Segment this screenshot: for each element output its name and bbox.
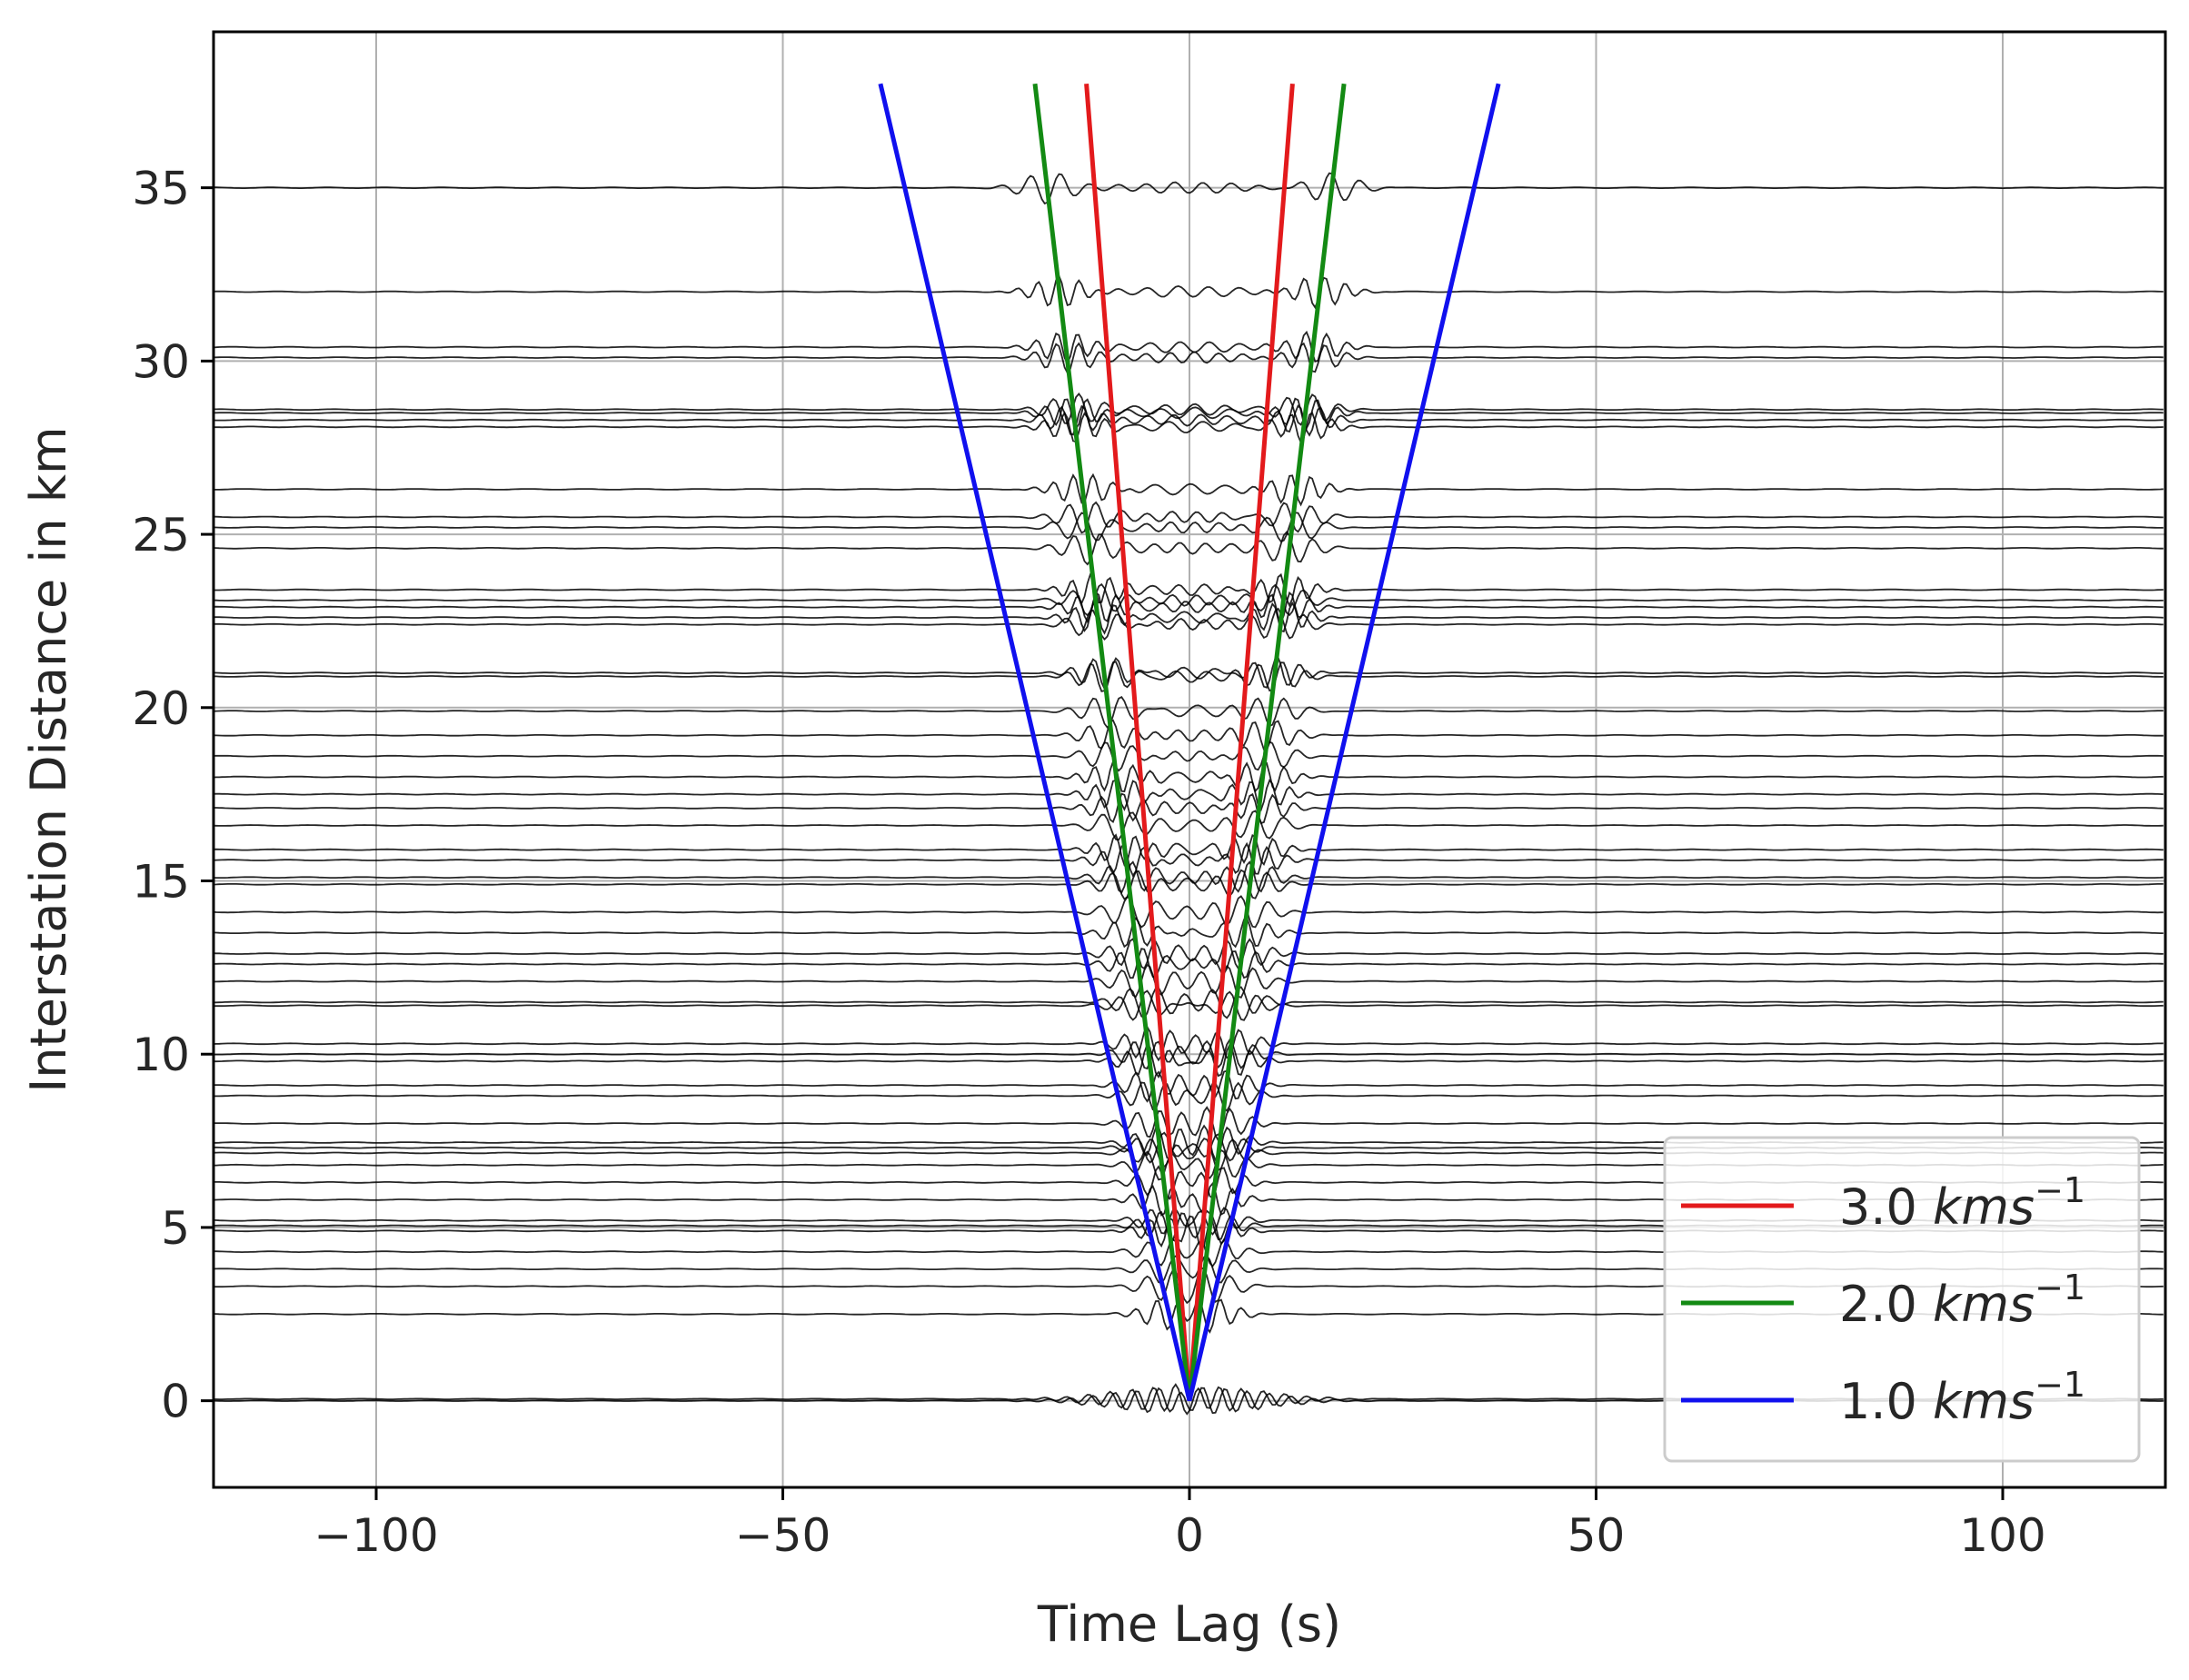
seismic-trace — [214, 656, 2164, 691]
seismic-trace — [214, 938, 2164, 970]
seismic-trace — [214, 833, 2164, 867]
seismic-trace — [214, 1025, 2164, 1062]
seismic-trace — [214, 778, 2164, 812]
seismic-trace — [214, 607, 2164, 641]
seismic-trace — [214, 986, 2164, 1019]
seismic-trace — [214, 1106, 2164, 1142]
seismic-trace — [214, 342, 2164, 375]
seismic-trace — [214, 172, 2164, 205]
seismic-trace — [214, 948, 2164, 979]
seismic-trace — [214, 1038, 2164, 1070]
seismic-trace — [214, 330, 2164, 365]
seismic-trace — [214, 1069, 2164, 1103]
y-tick-label: 10 — [132, 1029, 190, 1081]
seismic-trace — [214, 741, 2164, 772]
legend-box — [1663, 1136, 2141, 1463]
y-axis-label: Interstation Distance in km — [20, 426, 77, 1092]
seismic-trace — [214, 661, 2164, 692]
seismic-trace — [214, 397, 2164, 431]
seismic-trace — [214, 531, 2164, 566]
axis-ticks: −100 −50 0 50 100 0 5 10 15 20 25 30 35 — [132, 163, 2045, 1562]
x-tick-label: −50 — [735, 1509, 831, 1562]
seismic-trace — [214, 895, 2164, 929]
y-tick-label: 0 — [161, 1376, 190, 1428]
seismic-trace — [214, 696, 2164, 730]
velocity-lines — [878, 83, 1501, 1402]
x-axis-label: Time Lag (s) — [1037, 1596, 1341, 1653]
seismic-trace — [214, 860, 2164, 894]
legend-label: 2.0 kms−1 — [1839, 1267, 2085, 1333]
y-tick-label: 25 — [132, 509, 190, 562]
seismic-trace — [214, 411, 2164, 444]
legend: 3.0 kms−1 2.0 kms−1 1.0 kms−1 — [1663, 1136, 2141, 1463]
seismic-trace — [214, 512, 2164, 542]
y-tick-label: 30 — [132, 335, 190, 388]
seismic-trace — [214, 1042, 2164, 1079]
seismic-trace — [214, 841, 2164, 878]
seismic-trace — [214, 810, 2164, 841]
seismic-trace — [214, 582, 2164, 617]
x-tick-label: 0 — [1175, 1509, 1204, 1562]
seismic-trace — [214, 760, 2164, 793]
seismic-trace — [214, 989, 2164, 1021]
x-tick-label: 100 — [1959, 1509, 2045, 1562]
seismic-trace — [214, 393, 2164, 426]
x-tick-label: 50 — [1567, 1509, 1626, 1562]
seismic-trace — [214, 792, 2164, 825]
legend-label: 1.0 kms−1 — [1839, 1365, 2085, 1430]
y-tick-label: 20 — [132, 682, 190, 735]
seismic-trace — [214, 273, 2164, 310]
velocity-line-1 — [878, 83, 1501, 1402]
x-tick-label: −100 — [313, 1509, 438, 1562]
seismic-trace — [214, 404, 2164, 437]
y-tick-label: 35 — [132, 163, 190, 215]
seismic-trace — [214, 501, 2164, 534]
seismic-trace — [214, 472, 2164, 507]
seismic-trace — [214, 601, 2164, 635]
legend-label: 3.0 kms−1 — [1839, 1170, 2085, 1236]
y-tick-label: 5 — [161, 1202, 190, 1255]
seismic-trace — [214, 916, 2164, 949]
seismic-trace — [214, 963, 2164, 999]
seismic-trace — [214, 572, 2164, 608]
seismic-trace — [214, 719, 2164, 751]
y-tick-label: 15 — [132, 856, 190, 909]
